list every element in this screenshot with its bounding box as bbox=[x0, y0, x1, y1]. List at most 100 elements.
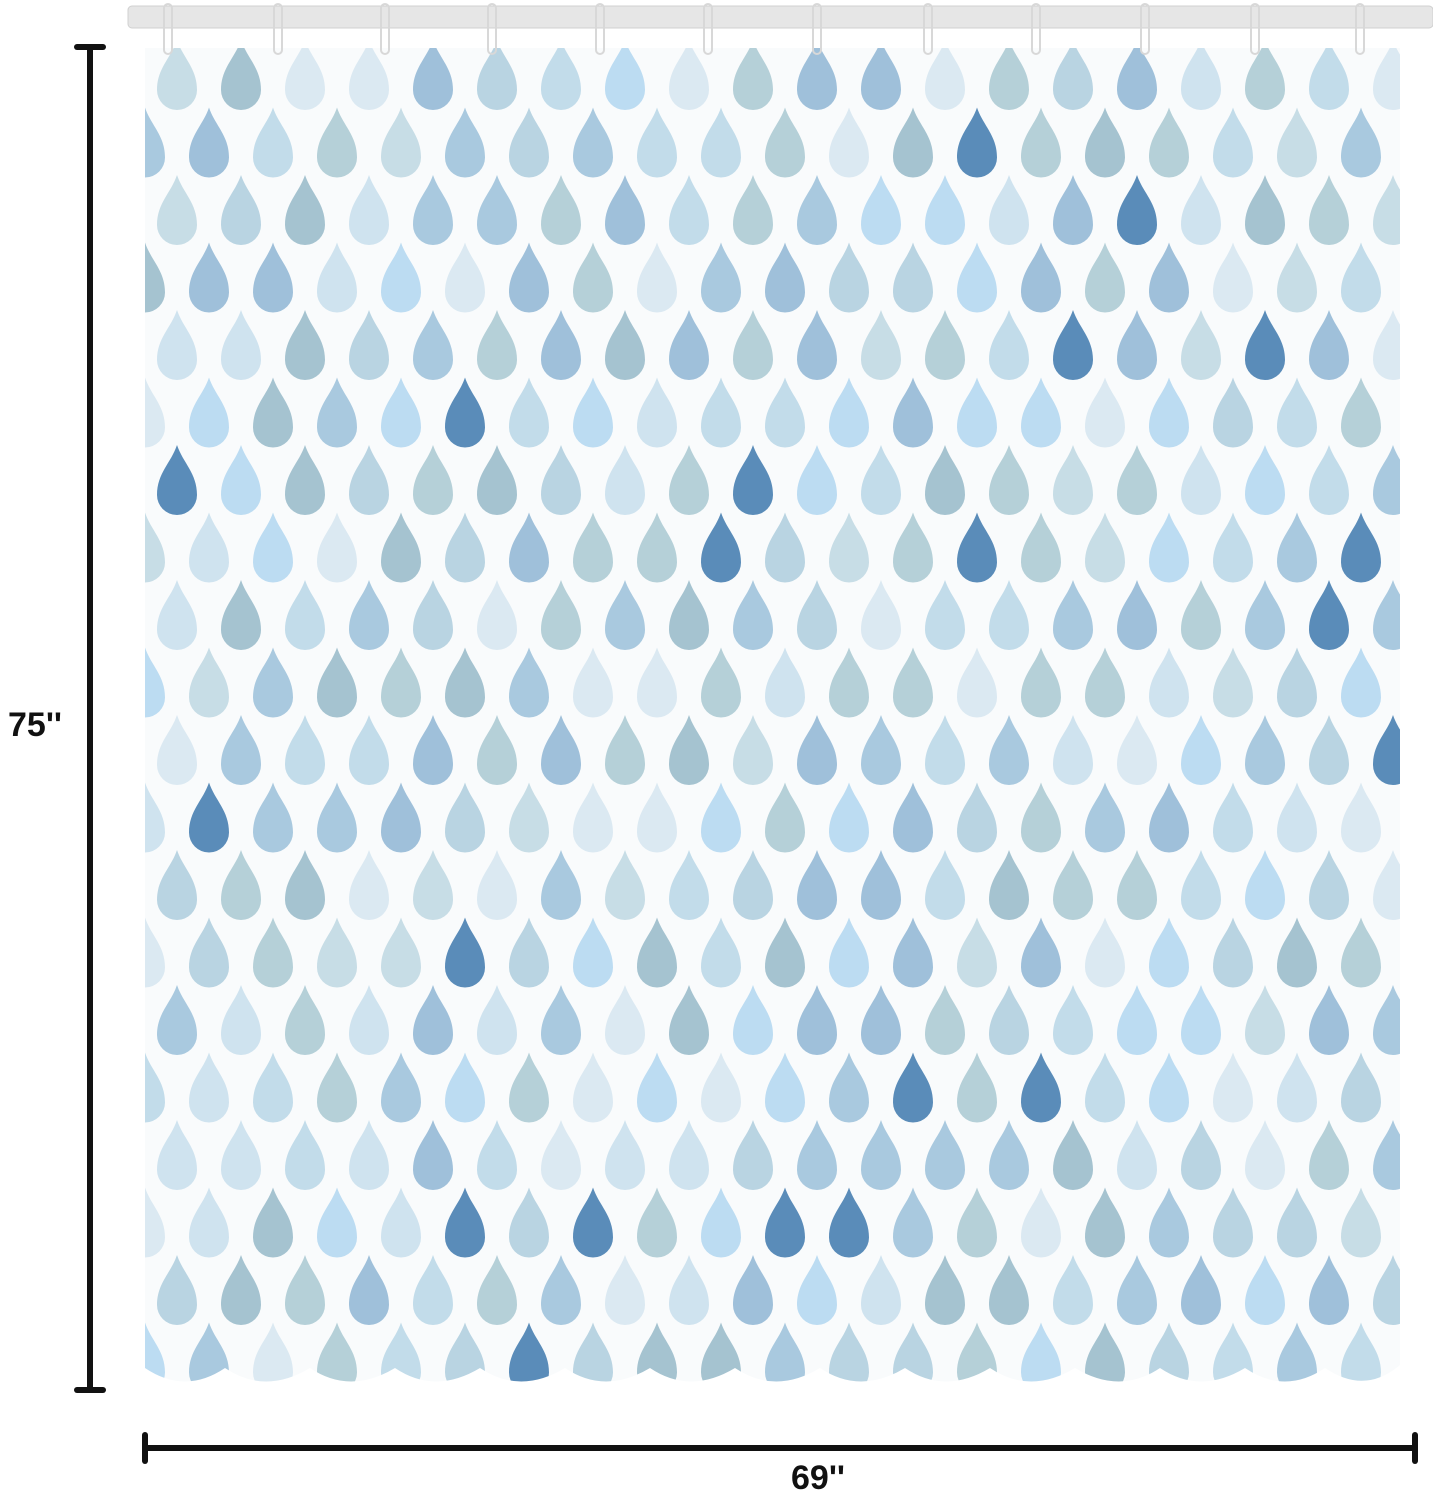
drop bbox=[285, 445, 325, 515]
drop bbox=[605, 715, 645, 785]
drop bbox=[1149, 1187, 1189, 1258]
drop bbox=[829, 647, 869, 718]
drop bbox=[861, 310, 901, 380]
drop bbox=[989, 1120, 1029, 1190]
drop bbox=[93, 40, 133, 110]
drop bbox=[1341, 107, 1381, 178]
drop bbox=[1277, 917, 1317, 988]
drop bbox=[573, 647, 613, 718]
drop bbox=[765, 917, 805, 988]
drop bbox=[509, 512, 549, 583]
drop bbox=[1245, 445, 1285, 515]
drop bbox=[145, 377, 165, 448]
drop bbox=[445, 1052, 485, 1123]
drop bbox=[925, 48, 965, 110]
drop bbox=[253, 647, 293, 718]
drop bbox=[701, 1187, 741, 1258]
drop bbox=[829, 512, 869, 583]
drop bbox=[1181, 1255, 1221, 1325]
drop bbox=[1245, 985, 1285, 1055]
drop bbox=[957, 917, 997, 988]
drop bbox=[1341, 1187, 1381, 1258]
drop bbox=[1309, 48, 1349, 110]
drop bbox=[989, 580, 1029, 650]
drop bbox=[1085, 1052, 1125, 1123]
drop bbox=[93, 715, 133, 785]
drop bbox=[573, 377, 613, 448]
drop bbox=[1213, 917, 1253, 988]
drop bbox=[145, 917, 165, 988]
drop bbox=[861, 715, 901, 785]
drop bbox=[765, 1052, 805, 1123]
drop bbox=[893, 1052, 933, 1123]
drop bbox=[285, 985, 325, 1055]
drop bbox=[541, 175, 581, 245]
drop bbox=[477, 1255, 517, 1325]
drop bbox=[413, 580, 453, 650]
curtain-ring bbox=[1140, 3, 1150, 55]
drop bbox=[1149, 1052, 1189, 1123]
drop bbox=[285, 48, 325, 110]
drop bbox=[1181, 1120, 1221, 1190]
drop bbox=[733, 310, 773, 380]
drop bbox=[509, 377, 549, 448]
drop bbox=[701, 1052, 741, 1123]
drop bbox=[861, 48, 901, 110]
drop bbox=[1373, 445, 1400, 515]
drop bbox=[317, 1052, 357, 1123]
drop bbox=[1309, 310, 1349, 380]
drop bbox=[669, 48, 709, 110]
drop bbox=[829, 107, 869, 178]
drop bbox=[1117, 850, 1157, 920]
drop bbox=[1021, 107, 1061, 178]
drop bbox=[605, 850, 645, 920]
drop bbox=[145, 1187, 165, 1258]
drop bbox=[1021, 512, 1061, 583]
drop bbox=[93, 310, 133, 380]
drop bbox=[797, 985, 837, 1055]
drop bbox=[541, 1255, 581, 1325]
drop bbox=[477, 175, 517, 245]
drop bbox=[1181, 580, 1221, 650]
drop bbox=[157, 850, 197, 920]
drop bbox=[1213, 377, 1253, 448]
drop bbox=[957, 782, 997, 853]
drop bbox=[829, 1052, 869, 1123]
drop bbox=[605, 580, 645, 650]
drop bbox=[1053, 1120, 1093, 1190]
drop bbox=[1309, 985, 1349, 1055]
drop bbox=[1213, 107, 1253, 178]
drop bbox=[637, 917, 677, 988]
drop bbox=[445, 242, 485, 313]
drop bbox=[381, 512, 421, 583]
drop bbox=[445, 1187, 485, 1258]
drop bbox=[349, 715, 389, 785]
drop bbox=[157, 48, 197, 110]
width-label: 69'' bbox=[791, 1459, 845, 1497]
drop bbox=[61, 1053, 101, 1123]
drop bbox=[189, 782, 229, 853]
drop bbox=[1245, 715, 1285, 785]
drop bbox=[509, 917, 549, 988]
drop bbox=[637, 1187, 677, 1258]
drop bbox=[1245, 310, 1285, 380]
drop bbox=[925, 1255, 965, 1325]
curtain bbox=[61, 40, 1400, 1382]
drop bbox=[1277, 1052, 1317, 1123]
drop bbox=[1117, 1255, 1157, 1325]
drop bbox=[957, 512, 997, 583]
drop bbox=[189, 647, 229, 718]
curtain-ring bbox=[1355, 3, 1365, 55]
drop bbox=[413, 310, 453, 380]
drop bbox=[669, 445, 709, 515]
drop bbox=[765, 782, 805, 853]
drop bbox=[1213, 1187, 1253, 1258]
drop bbox=[573, 917, 613, 988]
drop bbox=[509, 782, 549, 853]
drop bbox=[861, 850, 901, 920]
drop bbox=[701, 242, 741, 313]
drop bbox=[381, 377, 421, 448]
curtain-ring bbox=[812, 3, 822, 55]
